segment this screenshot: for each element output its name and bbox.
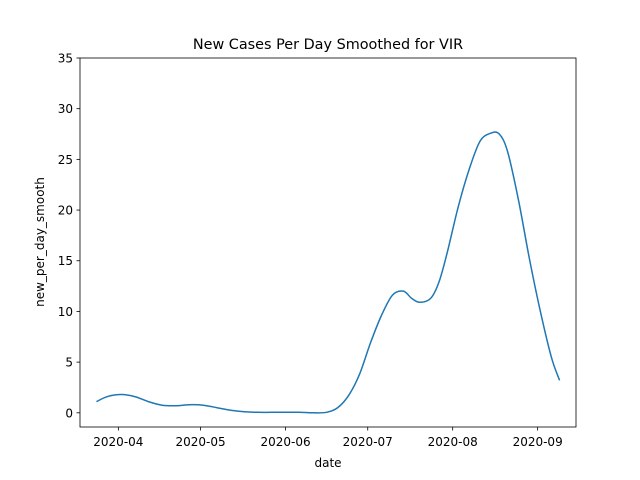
x-tick-label: 2020-07 xyxy=(343,435,393,449)
chart-title: New Cases Per Day Smoothed for VIR xyxy=(193,37,463,53)
y-tick-label: 0 xyxy=(65,406,73,420)
plot-area xyxy=(79,57,577,428)
y-tick-label: 35 xyxy=(58,52,73,66)
x-axis-label: date xyxy=(314,456,341,470)
y-tick-label: 10 xyxy=(58,305,73,319)
x-axis-ticks: 2020-04 2020-05 2020-06 2020-07 2020-08 2020-… xyxy=(93,427,563,449)
x-tick-label: 2020-09 xyxy=(513,435,563,449)
y-axis-label: new_per_day_smooth xyxy=(33,177,47,307)
series-line-0 xyxy=(96,131,561,414)
y-tick-label: 30 xyxy=(58,102,73,116)
axes-frame xyxy=(79,57,577,428)
x-tick-label: 2020-05 xyxy=(176,435,226,449)
y-tick-label: 25 xyxy=(58,153,73,167)
y-tick-label: 5 xyxy=(65,356,73,370)
y-axis-ticks: 0 5 10 15 20 25 30 35 xyxy=(58,52,80,420)
x-tick-label: 2020-08 xyxy=(428,435,478,449)
y-tick-label: 15 xyxy=(58,254,73,268)
x-tick-label: 2020-04 xyxy=(93,435,143,449)
y-tick-label: 20 xyxy=(58,204,73,218)
x-tick-label: 2020-06 xyxy=(260,435,310,449)
